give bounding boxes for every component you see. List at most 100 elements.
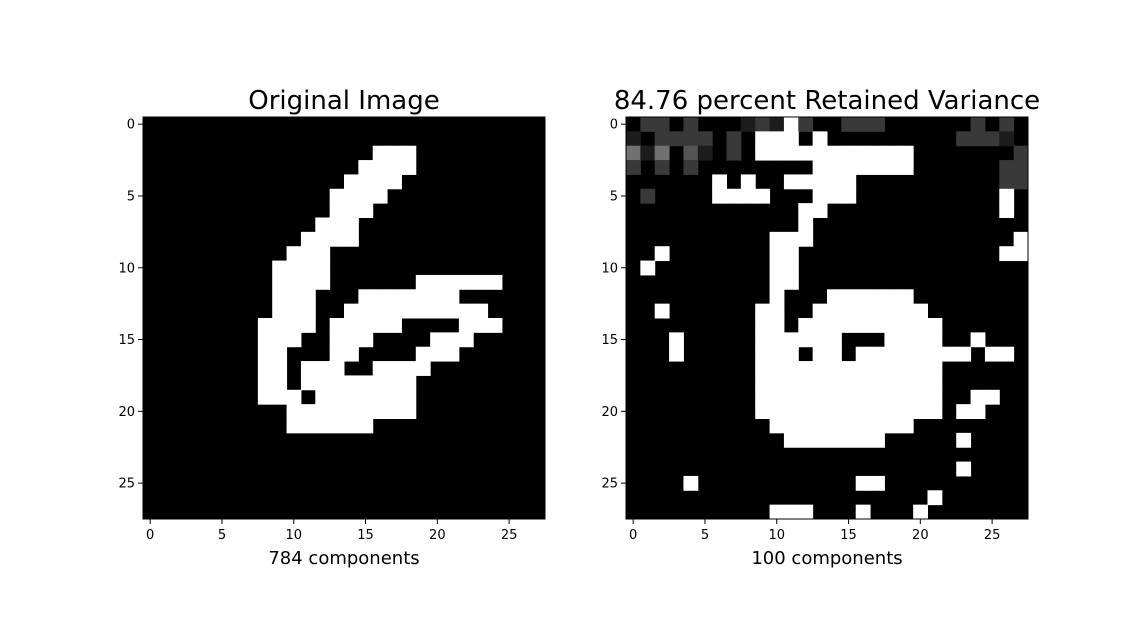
heatmap-cell <box>898 160 914 175</box>
heatmap-cell <box>640 188 656 204</box>
heatmap-cell <box>783 375 799 391</box>
heatmap-cell <box>315 361 331 376</box>
heatmap-cell <box>898 318 914 333</box>
heatmap-cell <box>286 246 302 262</box>
heatmap-cell <box>683 131 699 147</box>
heatmap-cell <box>372 318 388 333</box>
heatmap-cell <box>458 274 474 290</box>
heatmap-cell <box>300 231 316 247</box>
heatmap-cell <box>855 303 871 319</box>
heatmap-cell <box>387 160 402 175</box>
original-image-panel: Original Image 0 5 10 15 20 25 0 5 10 15 20 25 784… <box>118 86 546 569</box>
heatmap-cell <box>1013 174 1029 190</box>
x-axis-ticks: 0 5 10 15 20 25 <box>629 519 1000 543</box>
heatmap-cell <box>798 389 814 405</box>
heatmap-cell <box>344 389 359 405</box>
panel-title: Original Image <box>248 86 439 116</box>
heatmap-cell <box>697 145 713 161</box>
heatmap-cell <box>913 504 928 520</box>
heatmap-cell <box>841 432 857 448</box>
heatmap-cell <box>286 404 302 419</box>
heatmap-cell <box>812 389 828 405</box>
heatmap-cell <box>726 131 742 147</box>
heatmap-cell <box>999 188 1015 204</box>
heatmap-cell <box>315 260 331 276</box>
heatmap-cell <box>669 332 684 348</box>
heatmap-cell <box>827 289 842 305</box>
heatmap-cell <box>855 504 871 520</box>
heatmap-cell <box>626 131 641 147</box>
heatmap-cell <box>315 217 331 233</box>
heatmap-cell <box>329 346 345 362</box>
heatmap-cell <box>783 131 799 147</box>
heatmap-cell <box>329 361 345 376</box>
heatmap-cell <box>870 475 885 491</box>
heatmap-cell <box>927 404 943 419</box>
heatmap-cell <box>755 131 771 147</box>
heatmap-cell <box>387 174 402 190</box>
heatmap-cell <box>387 145 402 161</box>
heatmap-cell <box>372 404 388 419</box>
heatmap-cell <box>401 303 417 319</box>
heatmap-cell <box>740 117 756 132</box>
heatmap-cell <box>286 389 302 405</box>
heatmap-cell <box>401 145 417 161</box>
heatmap-cell <box>827 303 842 319</box>
heatmap-cell <box>257 361 273 376</box>
heatmap-cell <box>898 145 914 161</box>
heatmap-cell <box>272 318 288 333</box>
heatmap-cell <box>769 375 785 391</box>
x-tick-label: 15 <box>840 528 857 543</box>
y-axis-ticks: 0 5 10 15 20 25 <box>118 118 143 492</box>
x-tick-label: 10 <box>768 528 785 543</box>
heatmap-cell <box>999 346 1015 362</box>
heatmap-cell <box>654 117 670 132</box>
y-tick-label: 25 <box>601 477 618 492</box>
heatmap-cell <box>841 289 857 305</box>
heatmap-cell <box>956 346 972 362</box>
heatmap-cell <box>812 318 828 333</box>
heatmap-cell <box>812 375 828 391</box>
heatmap-cell <box>458 332 474 348</box>
heatmap-cell <box>827 389 842 405</box>
heatmap-cell <box>798 504 814 520</box>
heatmap-cell <box>870 117 885 132</box>
heatmap-cell <box>358 174 374 190</box>
heatmap-cell <box>415 361 431 376</box>
heatmap-cell <box>855 404 871 419</box>
y-tick-label: 0 <box>127 118 135 133</box>
heatmap-cell <box>401 289 417 305</box>
heatmap-cell <box>329 332 345 348</box>
heatmap-cell <box>387 389 402 405</box>
heatmap-cell <box>415 346 431 362</box>
heatmap-cell <box>740 188 756 204</box>
heatmap-cells <box>143 117 545 519</box>
heatmap-cell <box>884 404 900 419</box>
heatmap-cell <box>344 332 359 348</box>
heatmap-cell <box>315 389 331 405</box>
heatmap-cell <box>841 188 857 204</box>
heatmap-cell <box>372 160 388 175</box>
heatmap-cell <box>769 389 785 405</box>
heatmap-cell <box>315 375 331 391</box>
heatmap-cell <box>783 504 799 520</box>
heatmap-cell <box>898 404 914 419</box>
heatmap-cell <box>726 188 742 204</box>
plot-frame <box>625 116 1029 520</box>
heatmap-cell <box>783 346 799 362</box>
heatmap-cell <box>769 131 785 147</box>
heatmap-cell <box>884 418 900 434</box>
heatmap-cell <box>401 160 417 175</box>
heatmap-cell <box>487 318 503 333</box>
x-tick-label: 5 <box>701 528 709 543</box>
heatmap-cell <box>884 318 900 333</box>
heatmap-cell <box>798 375 814 391</box>
heatmap-cell <box>855 475 871 491</box>
heatmap-cell <box>329 318 345 333</box>
heatmap-cell <box>999 174 1015 190</box>
heatmap-cell <box>827 174 842 190</box>
heatmap-cell <box>755 332 771 348</box>
heatmap-cell <box>430 332 445 348</box>
heatmap-cell <box>783 145 799 161</box>
heatmap-cell <box>855 375 871 391</box>
